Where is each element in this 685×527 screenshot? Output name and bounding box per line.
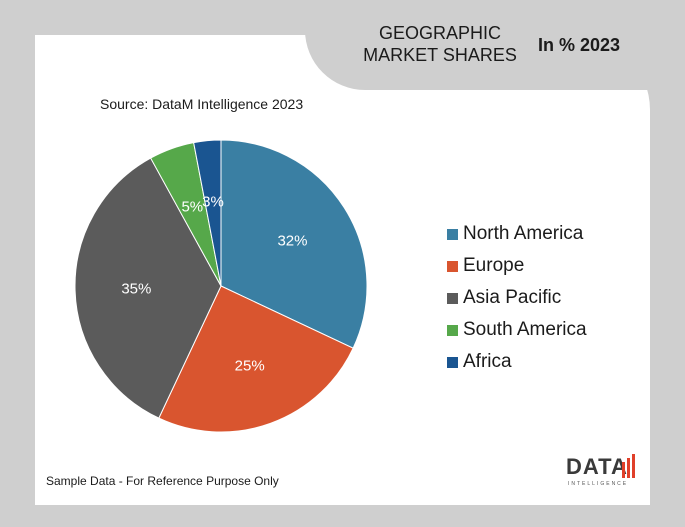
- pie-label-asia-pacific: 35%: [121, 281, 151, 298]
- logo-wordmark: DATA: [566, 454, 628, 479]
- legend-label: Africa: [463, 351, 512, 372]
- legend-swatch: [447, 356, 458, 368]
- legend-swatch: [447, 292, 458, 304]
- pie-label-south-america: 5%: [181, 198, 203, 215]
- company-logo: DATA INTELLIGENCE: [566, 452, 644, 492]
- title-line-1: GEOGRAPHIC: [378, 23, 502, 43]
- footnote: Sample Data - For Reference Purpose Only: [46, 474, 279, 488]
- logo-subtext: INTELLIGENCE: [568, 481, 629, 487]
- title-line-2: MARKET SHARES: [363, 45, 517, 65]
- pie-slice-asia-pacific: [74, 157, 222, 419]
- legend-item-africa: Africa: [447, 346, 587, 378]
- legend-item-north-america: North America: [447, 218, 587, 250]
- legend-item-south-america: South America: [447, 314, 587, 346]
- legend-label: North America: [463, 223, 584, 244]
- pie-slice-north-america: [220, 139, 368, 349]
- pie-slice-europe: [158, 285, 354, 433]
- legend-item-europe: Europe: [447, 250, 587, 282]
- legend-swatch: [447, 228, 458, 240]
- legend-swatch: [447, 260, 458, 272]
- legend-item-asia-pacific: Asia Pacific: [447, 282, 587, 314]
- legend-label: South America: [463, 319, 587, 340]
- legend-label: Asia Pacific: [463, 287, 562, 308]
- header-tab: [305, 0, 685, 90]
- legend-label: Europe: [463, 255, 525, 276]
- logo-bars-icon: [622, 454, 635, 478]
- chart-legend: North America Europe Asia Pacific South Ame…: [447, 218, 587, 378]
- legend-swatch: [447, 324, 458, 336]
- pie-slice-africa: [193, 139, 222, 287]
- chart-title: GEOGRAPHIC MARKET SHARES: [345, 22, 535, 66]
- pie-label-europe: 25%: [235, 358, 265, 375]
- source-note: Source: DataM Intelligence 2023: [100, 96, 304, 112]
- chart-subtitle: In % 2023: [538, 35, 621, 55]
- pie-label-africa: 3%: [202, 194, 224, 211]
- pie-label-north-america: 32%: [277, 233, 307, 250]
